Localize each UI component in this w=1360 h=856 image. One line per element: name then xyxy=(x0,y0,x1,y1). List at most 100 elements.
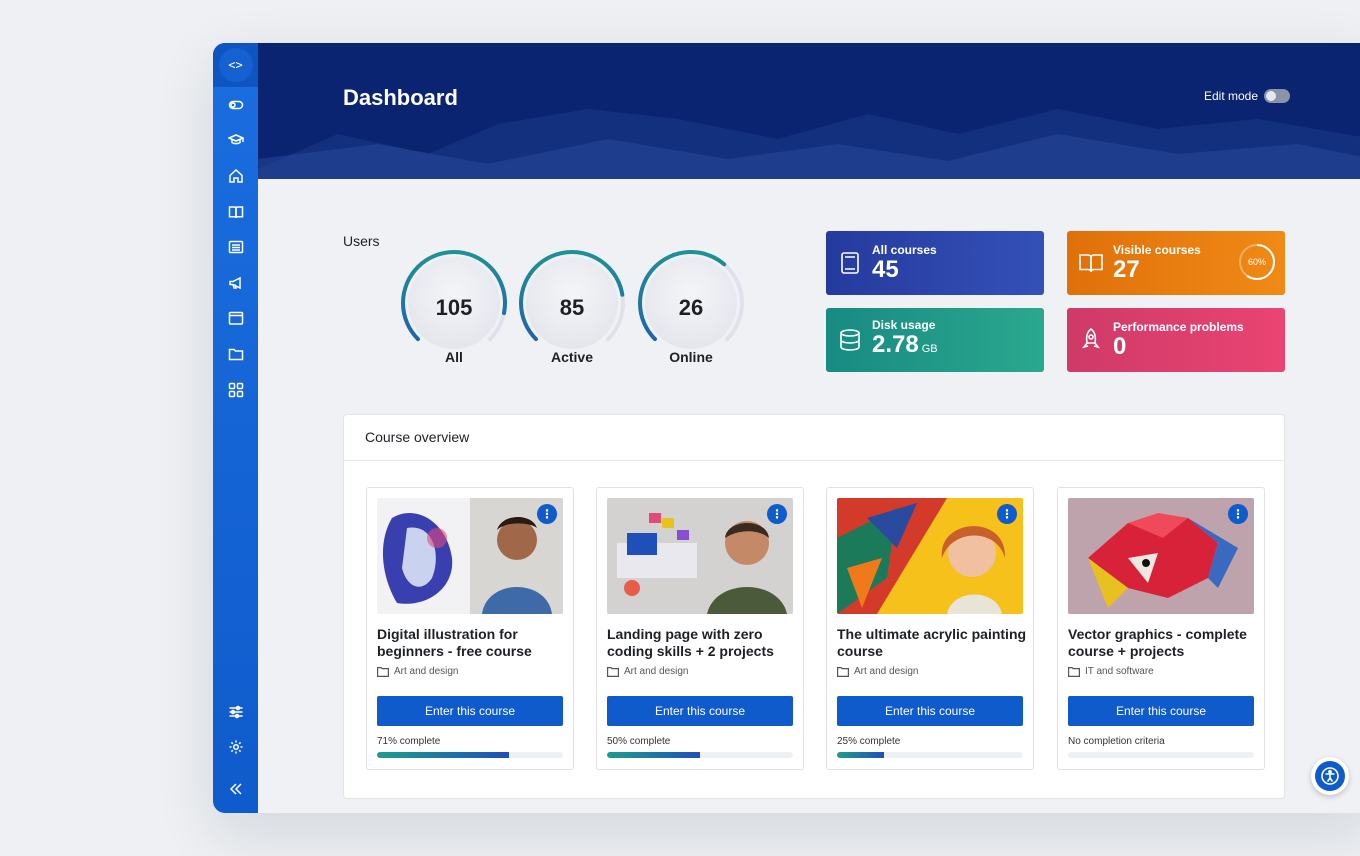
chevrons-left-icon xyxy=(229,783,242,795)
course-progress-text: 50% complete xyxy=(607,736,671,747)
accessibility-icon xyxy=(1315,761,1345,791)
edit-mode-label: Edit mode xyxy=(1204,89,1259,103)
megaphone-icon xyxy=(228,276,241,289)
sidebar-item-announcements[interactable] xyxy=(213,265,258,301)
user-gauge: 85 Active xyxy=(518,249,628,369)
course-card[interactable]: ⋮ Digital illustration for beginners - fr… xyxy=(366,487,574,770)
code-icon: <> xyxy=(218,48,253,82)
stat-title: Visible courses xyxy=(1113,243,1201,257)
app-window: <> xyxy=(213,43,1360,813)
gauge-value: 85 xyxy=(559,295,585,320)
course-menu-button[interactable]: ⋮ xyxy=(537,504,557,524)
gauge-label: Online xyxy=(669,349,713,365)
course-progress-bar xyxy=(837,752,1023,758)
stat-value: 2.78 xyxy=(872,331,919,358)
sidebar-item-settings[interactable] xyxy=(213,729,258,765)
stat-visible-courses[interactable]: Visible courses 27 60% xyxy=(1067,231,1285,295)
course-category: Art and design xyxy=(377,666,459,677)
course-title[interactable]: Landing page with zero coding skills + 2… xyxy=(607,626,774,659)
gauge-value: 26 xyxy=(678,295,704,320)
sidebar-item-calendar[interactable] xyxy=(213,301,258,337)
sidebar-toggle-button[interactable]: <> xyxy=(213,43,258,87)
course-category-label: Art and design xyxy=(854,666,919,677)
course-category: Art and design xyxy=(607,666,689,677)
book-icon xyxy=(228,205,243,218)
sidebar-item-apps[interactable] xyxy=(213,372,258,408)
enter-course-button[interactable]: Enter this course xyxy=(837,696,1023,726)
course-image[interactable]: ⋮ xyxy=(377,498,563,614)
toggle-icon xyxy=(228,100,243,110)
course-progress-text: 25% complete xyxy=(837,736,901,747)
sidebar-collapse-button[interactable] xyxy=(213,765,258,813)
folder-icon xyxy=(377,666,389,677)
course-overview-title: Course overview xyxy=(344,415,1284,461)
gear-icon xyxy=(229,740,242,754)
home-icon xyxy=(228,168,243,183)
sidebar-item-files[interactable] xyxy=(213,336,258,372)
stat-disk-usage[interactable]: Disk usage 2.78 GB xyxy=(826,308,1044,372)
course-category-label: Art and design xyxy=(394,666,459,677)
course-progress-text: No completion criteria xyxy=(1068,736,1165,747)
visible-percent-ring: 60% xyxy=(1237,242,1277,282)
sidebar-item-library[interactable] xyxy=(213,194,258,230)
course-category-label: Art and design xyxy=(624,666,689,677)
course-category: IT and software xyxy=(1068,666,1154,677)
course-title[interactable]: The ultimate acrylic painting course xyxy=(837,626,1027,659)
accessibility-button[interactable] xyxy=(1311,757,1349,795)
course-progress-bar xyxy=(377,752,563,758)
course-image[interactable]: ⋮ xyxy=(607,498,793,614)
course-card[interactable]: ⋮ Vector graphics - complete course + pro… xyxy=(1057,487,1265,770)
stat-title: Performance problems xyxy=(1113,320,1244,334)
list-icon xyxy=(228,240,243,254)
users-title: Users xyxy=(343,233,380,249)
course-progress-bar xyxy=(607,752,793,758)
sidebar-item-home[interactable] xyxy=(213,158,258,194)
header-background xyxy=(258,109,1360,179)
course-progress-text: 71% complete xyxy=(377,736,441,747)
course-progress-fill xyxy=(607,752,700,758)
course-menu-button[interactable]: ⋮ xyxy=(767,504,787,524)
enter-course-button[interactable]: Enter this course xyxy=(377,696,563,726)
page-header: Dashboard Edit mode xyxy=(258,43,1360,179)
stat-unit: GB xyxy=(921,343,938,355)
visible-percent-label: 60% xyxy=(1247,257,1266,267)
open-book-icon xyxy=(1077,249,1105,277)
course-overview-panel: Course overview ⋮ Digital illustration fo… xyxy=(343,414,1285,799)
enter-course-button[interactable]: Enter this course xyxy=(607,696,793,726)
course-menu-button[interactable]: ⋮ xyxy=(1228,504,1248,524)
sidebar-item-filters[interactable] xyxy=(213,694,258,730)
edit-mode-switch[interactable] xyxy=(1264,89,1291,103)
edit-mode-toggle[interactable]: Edit mode xyxy=(1204,89,1291,103)
stat-value: 45 xyxy=(872,256,899,283)
stat-all-courses[interactable]: All courses 45 xyxy=(826,231,1044,295)
sidebar-item-toggle[interactable] xyxy=(213,87,258,123)
page-title: Dashboard xyxy=(343,85,458,110)
sidebar-item-courses[interactable] xyxy=(213,123,258,159)
apps-icon xyxy=(228,382,243,397)
gauge-fill xyxy=(518,250,625,356)
course-image[interactable]: ⋮ xyxy=(1068,498,1254,614)
user-gauge: 26 Online xyxy=(637,249,747,369)
folder-icon xyxy=(228,348,243,361)
gauge-label: All xyxy=(445,349,463,365)
gauge-value: 105 xyxy=(435,295,473,320)
enter-course-button[interactable]: Enter this course xyxy=(1068,696,1254,726)
sliders-icon xyxy=(229,705,242,718)
rocket-icon xyxy=(1077,326,1105,354)
calendar-icon xyxy=(228,312,243,326)
stat-value: 27 xyxy=(1113,256,1140,283)
course-progress-fill xyxy=(837,752,884,758)
course-menu-button[interactable]: ⋮ xyxy=(997,504,1017,524)
folder-icon xyxy=(607,666,619,677)
stat-title: All courses xyxy=(872,243,937,257)
gauge-fill xyxy=(400,250,507,356)
course-card[interactable]: ⋮ The ultimate acrylic painting course Art… xyxy=(826,487,1034,770)
stat-performance-problems[interactable]: Performance problems 0 xyxy=(1067,308,1285,372)
sidebar-item-list[interactable] xyxy=(213,229,258,265)
course-card[interactable]: ⋮ Landing page with zero coding skills + … xyxy=(596,487,804,770)
gauge-fill xyxy=(637,250,744,356)
course-progress-fill xyxy=(377,752,510,758)
course-title[interactable]: Digital illustration for beginners - fre… xyxy=(377,626,532,659)
course-image[interactable]: ⋮ xyxy=(837,498,1023,614)
course-title[interactable]: Vector graphics - complete course + proj… xyxy=(1068,626,1247,659)
